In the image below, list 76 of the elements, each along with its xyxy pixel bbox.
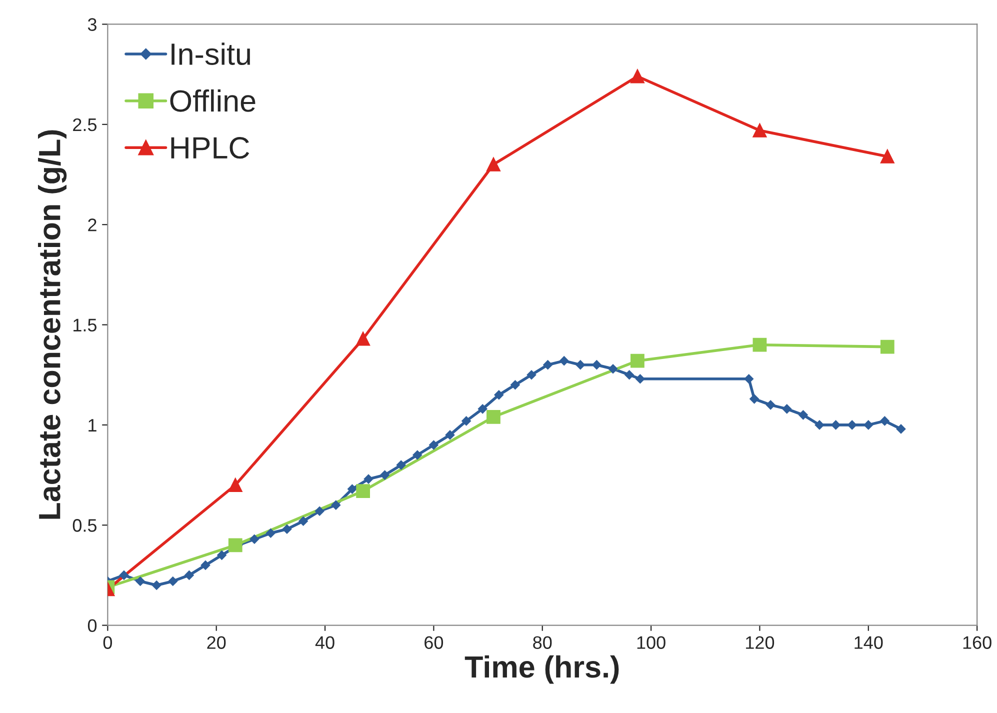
- point: [356, 332, 370, 346]
- point: [782, 404, 792, 414]
- point: [608, 364, 618, 374]
- point: [766, 400, 776, 410]
- x-tick-label: 80: [533, 636, 552, 649]
- y-tick-label: 0.5: [72, 519, 97, 532]
- point: [630, 69, 644, 84]
- point: [266, 528, 276, 538]
- point: [364, 474, 374, 484]
- point: [314, 506, 324, 516]
- point: [752, 123, 767, 138]
- point: [847, 420, 857, 430]
- point: [348, 484, 357, 494]
- point: [592, 360, 602, 370]
- point: [624, 370, 634, 380]
- point: [429, 440, 438, 450]
- point: [814, 420, 824, 430]
- point: [896, 424, 906, 434]
- point: [494, 390, 504, 400]
- point: [630, 354, 644, 368]
- point: [250, 534, 260, 544]
- point: [228, 538, 242, 552]
- point: [744, 374, 754, 384]
- point: [543, 360, 552, 370]
- point: [750, 394, 759, 404]
- legend-label: In-situ: [172, 42, 250, 66]
- x-tick-label: 20: [207, 636, 226, 649]
- legend-label: Offline: [170, 89, 256, 112]
- point: [152, 580, 162, 590]
- legend-label: HPLC: [171, 137, 250, 159]
- point: [298, 516, 308, 526]
- x-tick-label: 40: [315, 636, 334, 649]
- point: [880, 340, 894, 354]
- point: [864, 420, 874, 430]
- point: [228, 478, 242, 492]
- x-tick-label: 140: [854, 636, 883, 649]
- point: [445, 430, 455, 440]
- y-tick-label: 1.5: [74, 318, 97, 332]
- point: [831, 420, 840, 430]
- point: [478, 404, 488, 414]
- point: [752, 338, 767, 352]
- x-axis-title: Time (hrs.): [464, 655, 619, 684]
- y-tick-label: 0: [88, 619, 97, 632]
- point: [526, 370, 536, 380]
- point: [798, 410, 808, 420]
- point: [880, 150, 894, 164]
- point: [331, 500, 341, 510]
- point: [880, 416, 890, 426]
- point: [136, 576, 145, 586]
- point: [636, 374, 645, 384]
- point: [412, 450, 422, 460]
- point: [282, 524, 292, 534]
- point: [184, 570, 194, 580]
- point: [356, 484, 370, 498]
- x-tick-label: 120: [746, 636, 774, 649]
- x-tick-label: 100: [637, 636, 666, 649]
- point: [486, 410, 500, 424]
- point: [380, 470, 390, 480]
- point: [396, 460, 406, 470]
- y-axis-title: Lactate concentration (g/L): [38, 130, 67, 519]
- point: [510, 380, 520, 390]
- y-tick-label: 3: [88, 18, 96, 31]
- y-tick-label: 2.5: [73, 118, 97, 132]
- point: [217, 550, 226, 560]
- point: [486, 158, 500, 172]
- point: [119, 570, 129, 580]
- point: [559, 356, 569, 366]
- point: [200, 560, 210, 570]
- x-tick-label: 0: [103, 636, 112, 649]
- point: [168, 576, 178, 586]
- point: [462, 416, 471, 426]
- y-tick-label: 1: [88, 419, 96, 432]
- y-tick-label: 2: [88, 218, 96, 232]
- x-tick-label: 60: [424, 636, 444, 649]
- x-tick-label: 160: [963, 636, 992, 649]
- point: [576, 360, 586, 370]
